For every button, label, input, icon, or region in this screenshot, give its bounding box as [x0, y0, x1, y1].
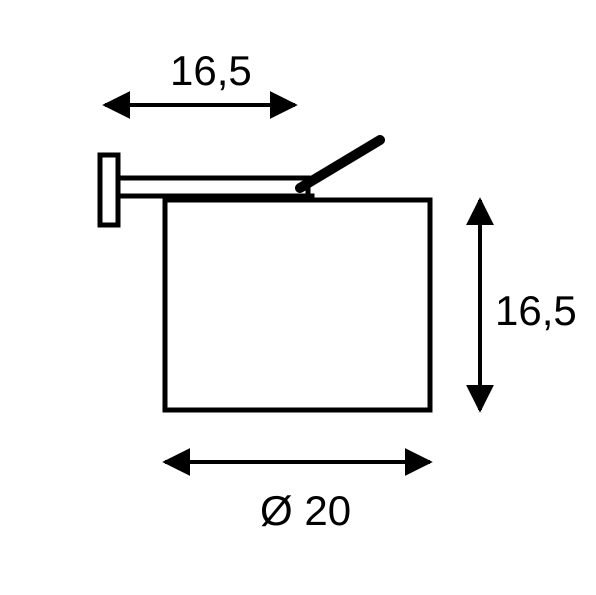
wall-plate: [100, 155, 118, 225]
dim-label-right: 16,5: [495, 287, 577, 334]
lamp-outline: [100, 140, 430, 410]
hinge-lever: [300, 140, 380, 188]
dim-label-top: 16,5: [170, 47, 252, 94]
lamp-shade: [165, 200, 430, 410]
dim-label-bottom: Ø 20: [260, 487, 351, 534]
hinge-dot: [296, 184, 304, 192]
arm: [118, 178, 308, 196]
